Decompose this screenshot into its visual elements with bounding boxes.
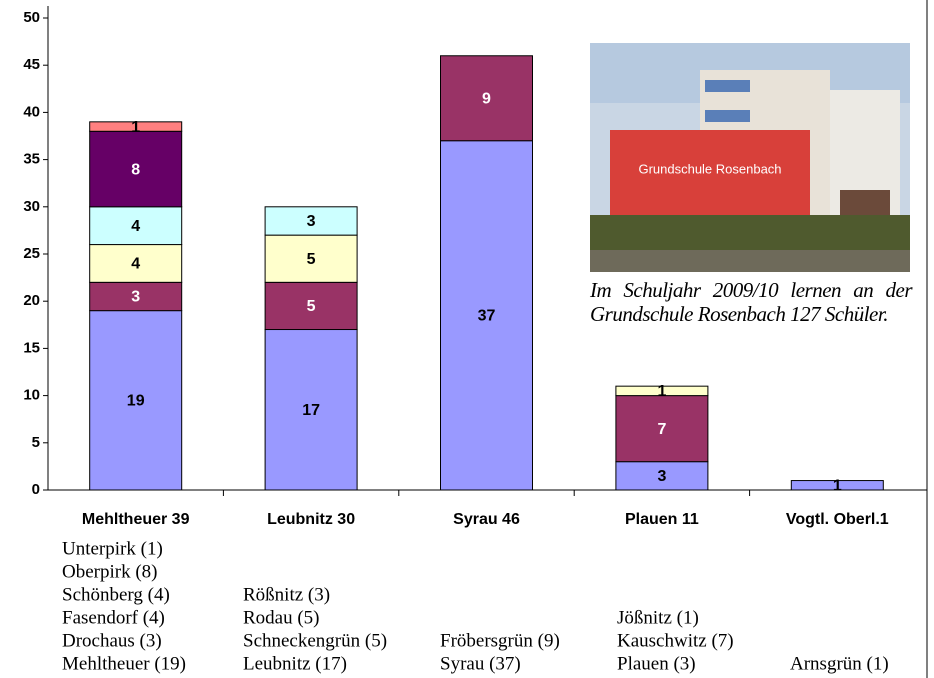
village-entry: Jößnitz (1) bbox=[617, 607, 699, 628]
data-label: 8 bbox=[131, 161, 140, 178]
village-entry: Rodau (5) bbox=[243, 607, 320, 628]
data-label: 3 bbox=[131, 289, 140, 306]
data-label: 37 bbox=[478, 308, 496, 325]
data-label: 5 bbox=[307, 298, 316, 315]
x-tick-label: Vogtl. Oberl.1 bbox=[786, 511, 889, 528]
photo: Grundschule Rosenbach bbox=[590, 43, 910, 272]
data-label: 19 bbox=[127, 393, 145, 410]
village-entry: Plauen (3) bbox=[617, 653, 696, 674]
village-entry: Leubnitz (17) bbox=[243, 653, 347, 674]
y-tick-label: 40 bbox=[23, 103, 40, 120]
y-tick-label: 45 bbox=[23, 56, 40, 73]
data-label: 4 bbox=[131, 256, 140, 273]
y-tick-label: 25 bbox=[23, 245, 40, 262]
page: Grundschule Rosenbach 051015202530354045… bbox=[0, 0, 934, 678]
village-entry: Schneckengrün (5) bbox=[243, 630, 387, 651]
data-label: 1 bbox=[657, 383, 666, 400]
y-tick-label: 10 bbox=[23, 387, 40, 404]
village-entry: Rößnitz (3) bbox=[243, 584, 330, 605]
y-tick-label: 20 bbox=[23, 292, 40, 309]
data-label: 3 bbox=[307, 213, 316, 230]
data-label: 1 bbox=[131, 119, 140, 136]
data-label: 9 bbox=[482, 90, 491, 107]
village-entry: Fröbersgrün (9) bbox=[440, 630, 560, 651]
village-entry: Schönberg (4) bbox=[62, 584, 170, 605]
village-entry: Drochaus (3) bbox=[62, 630, 162, 651]
y-tick-label: 15 bbox=[23, 339, 40, 356]
data-label: 3 bbox=[657, 468, 666, 485]
y-tick-label: 30 bbox=[23, 198, 40, 215]
y-tick-label: 35 bbox=[23, 151, 40, 168]
village-entry: Oberpirk (8) bbox=[62, 561, 158, 582]
village-entry: Mehltheuer (19) bbox=[62, 653, 186, 674]
village-entry: Kauschwitz (7) bbox=[617, 630, 734, 651]
x-tick-label: Leubnitz 30 bbox=[267, 511, 355, 528]
y-tick-label: 5 bbox=[32, 434, 40, 451]
data-label: 5 bbox=[307, 251, 316, 268]
village-entry: Syrau (37) bbox=[440, 653, 521, 674]
photo-sign: Grundschule Rosenbach bbox=[638, 161, 781, 176]
data-label: 1 bbox=[833, 477, 842, 494]
data-label: 7 bbox=[657, 421, 666, 438]
village-entry: Arnsgrün (1) bbox=[790, 653, 889, 674]
village-entry: Unterpirk (1) bbox=[62, 538, 163, 559]
data-label: 17 bbox=[302, 402, 320, 419]
chart: Grundschule Rosenbach 051015202530354045… bbox=[0, 0, 934, 678]
caption: Im Schuljahr 2009/10 lernen an der Grund… bbox=[590, 278, 912, 326]
x-tick-label: Mehltheuer 39 bbox=[82, 511, 190, 528]
data-label: 4 bbox=[131, 218, 140, 235]
x-tick-label: Plauen 11 bbox=[625, 511, 699, 528]
y-tick-label: 50 bbox=[23, 9, 40, 26]
x-tick-label: Syrau 46 bbox=[453, 511, 520, 528]
y-tick-label: 0 bbox=[32, 481, 40, 498]
village-entry: Fasendorf (4) bbox=[62, 607, 165, 628]
